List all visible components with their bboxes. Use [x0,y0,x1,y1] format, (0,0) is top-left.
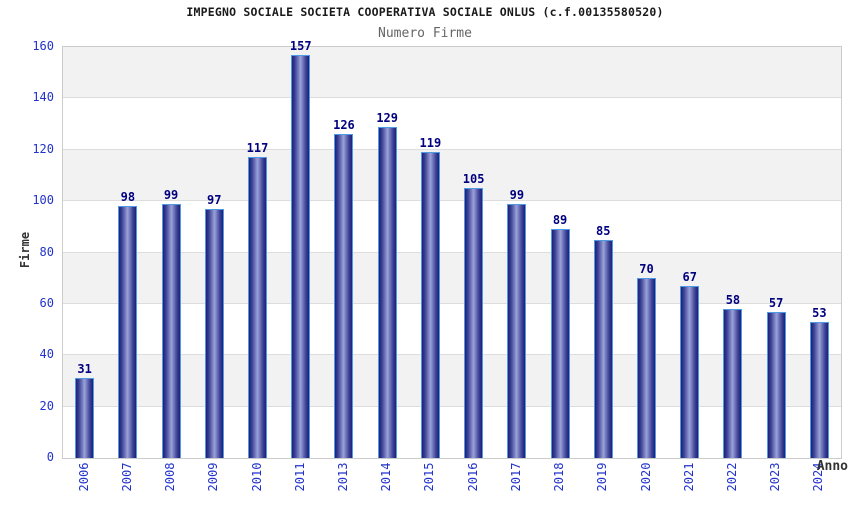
x-tick-label: 2023 [768,462,783,492]
x-tick-label: 2009 [206,462,221,492]
x-axis-label: Anno [816,459,848,474]
bar-value-label: 57 [768,295,784,310]
bar-value-label: 70 [639,262,654,277]
bar-2008 [161,203,181,458]
bar-2009 [204,208,224,458]
gridline [63,251,841,253]
y-tick-label: 140 [32,90,54,105]
bar-value-label: 67 [682,269,697,284]
bar-value-label: 126 [333,118,355,133]
x-tick-label: 2016 [465,462,480,492]
bar-value-label: 105 [462,172,485,187]
x-tick-label: 2020 [638,462,653,492]
grid-band [63,303,841,356]
y-tick-label: 20 [39,398,54,413]
grid-band [63,406,841,458]
grid-band [63,355,841,407]
bar-2007 [118,206,138,458]
plot-area: 31 98 99 97 117 157 126 129 119 105 99 89 85 70 67 58 57… [62,39,842,459]
x-tick-label: 2015 [422,462,437,492]
bar-2019 [593,239,613,458]
y-tick-label: 0 [46,450,54,464]
chart-title: IMPEGNO SOCIALE SOCIETA COOPERATIVA SOCI… [186,5,664,19]
bar-value-label: 157 [289,38,312,53]
bar-value-label: 97 [207,192,222,207]
x-tick-label: 2022 [724,462,739,492]
bar-2010 [248,157,267,458]
x-tick-label: 2021 [681,462,696,492]
y-tick-label: 40 [39,347,54,362]
grid-band [63,98,841,150]
gridline [63,200,841,202]
y-tick-label: 160 [32,39,54,53]
bar-2014 [377,126,397,458]
y-tick-label: 80 [39,244,54,259]
x-tick-label: 2010 [249,462,264,492]
x-tick-label: 2019 [595,462,610,492]
bar-2013 [334,134,354,458]
bar-value-label: 129 [376,110,398,125]
bar-value-label: 58 [725,293,741,307]
x-tick-label: 2007 [119,462,134,492]
bar-2020 [637,278,656,458]
grid-band [63,47,841,99]
y-tick-label: 60 [39,295,54,310]
x-tick-label: 2018 [552,462,567,492]
bar-value-label: 31 [77,362,92,377]
bar-2021 [680,285,700,458]
x-tick-label: 2011 [292,462,307,492]
bar-2011 [291,54,311,458]
x-tick-label: 2008 [163,462,178,492]
bar-value-label: 117 [246,141,269,156]
bar-2016 [464,188,484,458]
gridline [63,148,841,150]
bar-value-label: 99 [509,187,525,202]
bar-2017 [507,203,527,458]
y-tick-label: 120 [32,141,54,156]
bar-value-label: 98 [120,190,136,205]
gridline [63,405,841,407]
gridline [63,302,841,304]
grid-band [63,149,841,202]
x-tick-label: 2017 [508,462,523,492]
gridline [63,354,841,356]
bar-value-label: 89 [552,213,568,228]
x-tick-label: 2006 [76,462,91,492]
bar-value-label: 99 [163,187,179,202]
bar-2018 [550,229,570,458]
x-tick-label: 2014 [379,462,394,492]
bar-value-label: 119 [419,136,442,151]
bar-2015 [420,152,440,458]
chart-subtitle: Numero Firme [378,26,472,41]
bar-value-label: 53 [812,305,827,320]
bar-2022 [723,309,743,458]
x-tick-label: 2024 [811,462,826,492]
x-tick-label: 2013 [335,462,350,492]
bar-2024 [809,321,829,458]
grid-band [63,252,841,304]
bar-2023 [766,311,786,458]
bar-value-label: 85 [596,223,611,238]
bar-2006 [75,378,95,458]
grid-band [63,201,841,253]
y-tick-label: 100 [32,193,54,208]
gridline [63,97,841,99]
